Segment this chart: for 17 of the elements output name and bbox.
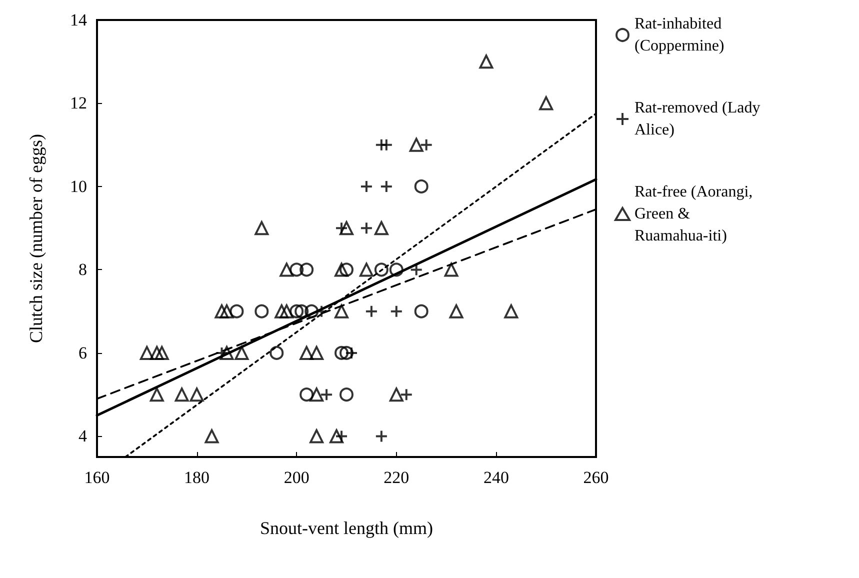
legend-label: Rat-free (Aorangi, Green & Ruamahua-iti): [634, 184, 757, 244]
legend-label: Rat-inhabited (Coppermine): [634, 16, 726, 54]
x-tick-label: 240: [483, 468, 509, 487]
y-axis-title: Clutch size (number of eggs): [26, 134, 46, 343]
y-tick-label: 8: [78, 260, 87, 280]
y-tick-label: 12: [70, 94, 87, 113]
y-tick-label: 14: [70, 10, 88, 30]
x-tick-label: 160: [84, 468, 110, 487]
y-tick-label: 10: [70, 176, 87, 196]
y-tick-label: 6: [78, 343, 87, 362]
y-tick-label: 4: [78, 426, 88, 446]
x-tick-label: 200: [284, 468, 310, 487]
x-tick-label: 260: [583, 468, 609, 487]
legend-label: Rat-removed (Lady Alice): [634, 100, 764, 138]
x-tick-label: 220: [384, 468, 410, 487]
x-tick-label: 180: [184, 468, 210, 487]
x-axis-title: Snout-vent length (mm): [260, 518, 433, 538]
